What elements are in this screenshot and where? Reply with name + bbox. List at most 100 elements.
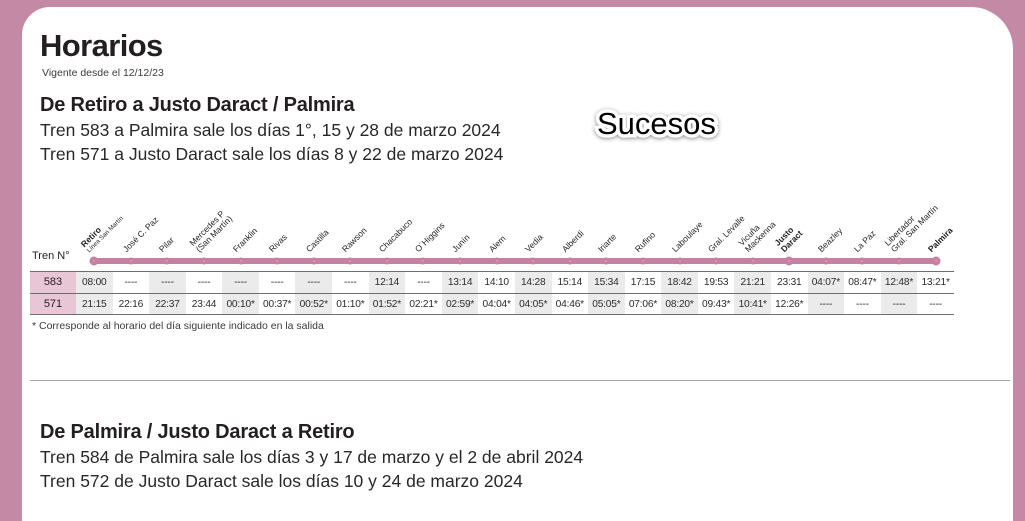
time-cell: 18:42: [661, 272, 698, 293]
time-cell: 08:20*: [661, 294, 698, 314]
page-title: Horarios: [40, 28, 163, 63]
train-number-header: Tren N°: [32, 250, 70, 262]
station-dot: [931, 256, 941, 266]
station-column: La Paz: [844, 195, 881, 271]
station-dot: [602, 257, 610, 265]
time-cell: 04:07*: [807, 272, 845, 293]
time-cell: ----: [197, 277, 211, 288]
station-label: Justo Daract: [772, 224, 805, 254]
station-label: Pilar: [157, 234, 177, 254]
time-cell: 10:41*: [734, 294, 771, 314]
watermark-text: Sucesos: [597, 106, 716, 141]
time-cell: 08:47*: [848, 277, 877, 288]
time-cell: 15:34: [588, 272, 625, 293]
station-column: Mercedes P (San Martín): [186, 195, 234, 271]
station-column: Chacabuco: [369, 195, 414, 271]
station-column: Libertador Gral. San Martín: [881, 195, 940, 271]
station-column: Gral. Levalle: [698, 195, 747, 271]
station-column: Alem: [478, 195, 515, 271]
station-label: Palmira: [925, 225, 955, 254]
train-row-583: 583 08:00 ---- ---- ---- ---- ---- ---- ---- 12:1…: [30, 272, 954, 293]
station-column: Palmira: [917, 195, 954, 271]
time-cell: 23:44: [191, 299, 217, 310]
station-column: Pilar: [149, 195, 186, 271]
outbound-heading: De Retiro a Justo Daract / Palmira: [40, 94, 355, 116]
time-cell: ----: [856, 299, 869, 310]
time-cell: ----: [270, 277, 284, 288]
time-cell: 07:06*: [628, 299, 658, 310]
route-line: [94, 258, 936, 264]
return-train-584-note: Tren 584 de Palmira sale los días 3 y 17…: [40, 447, 584, 467]
time-cell: 23:31: [777, 277, 802, 288]
station-line-diagram: Tren N° Retiro Línea San Martín José C. Pa…: [30, 195, 954, 271]
station-label: Alem: [486, 233, 508, 254]
time-cell: ----: [124, 277, 138, 288]
timetable-rows: 583 08:00 ---- ---- ---- ---- ---- ---- ---- 12:1…: [30, 271, 954, 315]
time-cell: 02:59*: [441, 294, 479, 314]
time-cell: 22:16: [118, 299, 144, 310]
time-cell: 08:00: [76, 272, 113, 293]
time-cell: 13:14: [441, 272, 479, 293]
time-cell: 22:37: [149, 294, 186, 314]
station-label: Franklin: [230, 225, 259, 254]
station-column: José C. Paz: [113, 195, 160, 271]
station-dot: [200, 257, 208, 265]
time-cell: 00:37*: [263, 299, 292, 310]
time-cell: ----: [222, 272, 259, 293]
train-number: 583: [30, 272, 76, 293]
train-number: 571: [30, 294, 76, 314]
time-cell: ----: [929, 299, 942, 310]
section-divider: [30, 380, 1010, 381]
time-cell: 12:48*: [880, 272, 918, 293]
station-dot: [383, 257, 391, 265]
station-column: Franklin: [222, 195, 259, 271]
station-column: Castilla: [295, 195, 332, 271]
time-cell: 13:21*: [921, 277, 950, 288]
station-column: Rivas: [259, 195, 296, 271]
station-label: Alberdi: [559, 228, 586, 254]
outbound-timetable: Tren N° Retiro Línea San Martín José C. Pa…: [30, 195, 954, 315]
time-cell: 15:14: [557, 277, 583, 288]
station-dot: [237, 257, 245, 265]
station-label: Rufino: [632, 229, 658, 254]
station-label: Beazley: [815, 225, 845, 254]
station-label: La Paz: [852, 228, 879, 254]
train-row-571: 571 21:15 22:16 22:37 23:44 00:10* 00:37* 00:52…: [30, 293, 954, 314]
return-heading: De Palmira / Justo Daract a Retiro: [40, 421, 355, 443]
time-cell: ----: [295, 272, 333, 293]
flyer-card: [22, 7, 1013, 521]
station-column: Vicuña Mackenna: [734, 195, 777, 271]
time-cell: 17:15: [630, 277, 656, 288]
station-dot: [749, 257, 757, 265]
station-label: Vedia: [523, 231, 546, 254]
station-dot: [822, 257, 830, 265]
time-cell: ----: [343, 277, 357, 288]
time-cell: 04:05*: [514, 294, 552, 314]
station-dot: [676, 257, 684, 265]
station-label: Iriarte: [596, 231, 619, 254]
station-dot: [163, 257, 171, 265]
station-dot: [456, 257, 464, 265]
time-cell: ----: [417, 277, 430, 288]
time-cell: 02:21*: [409, 299, 438, 310]
sucesos-watermark: Sucesos: [594, 103, 720, 145]
next-day-footnote: * Corresponde al horario del día siguien…: [32, 320, 324, 332]
station-dot: [310, 257, 318, 265]
time-cell: 19:53: [703, 277, 729, 288]
outbound-train-583-note: Tren 583 a Palmira sale los días 1°, 15 …: [40, 120, 501, 140]
time-cell: 00:52*: [295, 294, 333, 314]
time-cell: 01:10*: [336, 299, 365, 310]
station-column: Junín: [442, 195, 479, 271]
station-column: Rawson: [332, 195, 369, 271]
time-cell: 12:26*: [775, 299, 804, 310]
time-cell: 01:52*: [368, 294, 406, 314]
station-column: Alberdi: [552, 195, 589, 271]
station-column: Iriarte: [588, 195, 625, 271]
time-cell: ----: [807, 294, 845, 314]
station-column: Retiro Línea San Martín: [76, 195, 125, 271]
outbound-train-571-note: Tren 571 a Justo Daract sale los días 8 …: [40, 144, 504, 164]
time-cell: 09:43*: [701, 299, 731, 310]
valid-from-note: Vigente desde el 12/12/23: [42, 67, 164, 79]
station-dot: [529, 257, 537, 265]
time-cell: 00:10*: [222, 294, 259, 314]
